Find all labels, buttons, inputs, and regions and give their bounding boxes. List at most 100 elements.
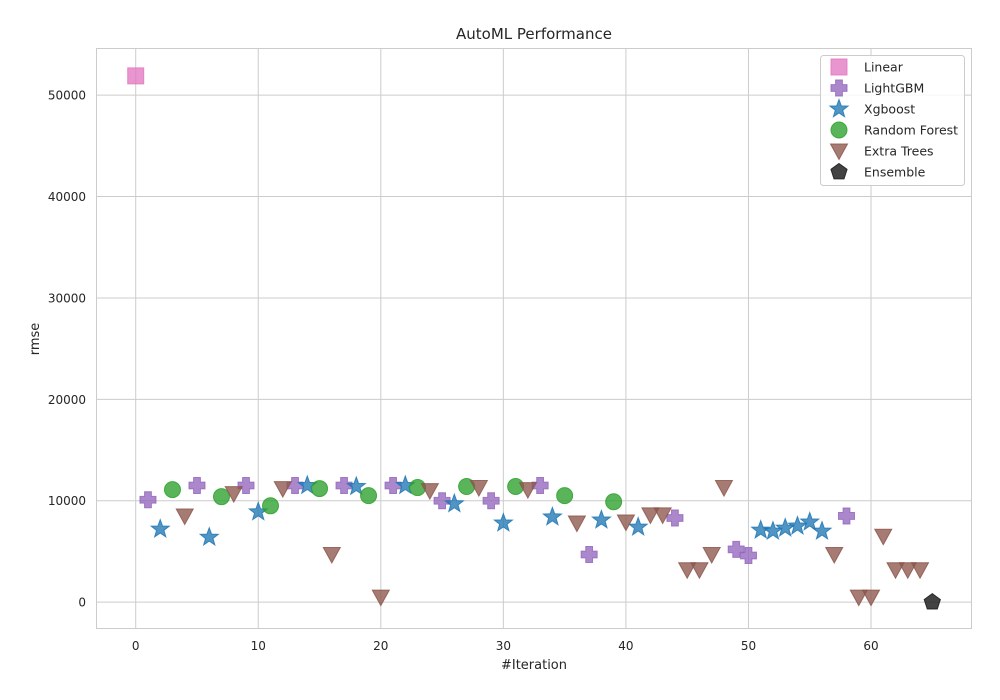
- data-point: [627, 516, 649, 536]
- data-point: [556, 487, 574, 505]
- x-tick-label: 50: [741, 639, 756, 653]
- data-point: [469, 480, 489, 498]
- legend-marker: [830, 162, 848, 180]
- legend-label: Linear: [864, 60, 904, 75]
- data-point: [605, 493, 623, 511]
- data-point: [811, 520, 833, 541]
- y-tick-label: 10000: [48, 494, 86, 508]
- data-point: [923, 593, 941, 610]
- data-point: [237, 477, 255, 495]
- data-point: [273, 481, 293, 499]
- legend-label: Extra Trees: [864, 144, 934, 159]
- x-tick-label: 40: [618, 639, 633, 653]
- x-tick-label: 20: [373, 639, 388, 653]
- data-point: [127, 67, 145, 85]
- data-point: [371, 589, 391, 607]
- data-point: [838, 507, 855, 525]
- data-point: [262, 497, 280, 515]
- data-point: [787, 515, 808, 535]
- chart-title: AutoML Performance: [456, 25, 612, 43]
- data-point: [750, 519, 772, 540]
- series-xgboost: [149, 474, 833, 547]
- data-point: [433, 492, 451, 510]
- legend-marker: [828, 98, 850, 118]
- data-point: [910, 562, 930, 580]
- data-point: [616, 514, 636, 532]
- y-tick-label: 0: [78, 596, 86, 610]
- data-point: [482, 492, 500, 510]
- legend: Linear LightGBM Xgboost Random Forest Extra …: [820, 55, 965, 186]
- legend-marker: [830, 58, 848, 76]
- data-point: [799, 511, 821, 531]
- data-points: [127, 67, 941, 610]
- data-point: [677, 562, 697, 580]
- grid-lines: [96, 48, 972, 629]
- data-point: [590, 509, 612, 529]
- data-point: [886, 562, 905, 580]
- data-point: [824, 546, 844, 565]
- legend-box: [820, 55, 965, 186]
- data-point: [873, 528, 893, 546]
- data-point: [690, 562, 709, 580]
- data-point: [714, 480, 734, 498]
- legend-item: Extra Trees: [829, 143, 934, 161]
- legend-item: Xgboost: [828, 98, 915, 118]
- data-point: [149, 518, 171, 539]
- data-point: [198, 526, 220, 547]
- data-point: [567, 515, 587, 533]
- data-point: [224, 486, 244, 504]
- data-point: [702, 546, 722, 565]
- data-point: [727, 540, 745, 558]
- data-point: [541, 505, 563, 526]
- data-point: [443, 492, 465, 513]
- y-axis-label: rmse: [28, 323, 43, 356]
- data-point: [163, 481, 181, 499]
- data-point: [311, 480, 329, 498]
- data-point: [861, 589, 881, 607]
- data-point: [420, 483, 440, 501]
- data-point: [653, 507, 673, 525]
- y-tick-label: 40000: [48, 190, 86, 204]
- series-extra-trees: [175, 480, 930, 607]
- x-tick-labels: 0 10 20 30 40 50 60: [132, 639, 879, 653]
- data-point: [492, 512, 514, 532]
- x-tick-label: 10: [251, 639, 266, 653]
- legend-marker: [829, 143, 849, 161]
- plot-frame: [96, 48, 972, 629]
- series-ensemble: [923, 593, 941, 610]
- x-tick-label: 0: [132, 639, 140, 653]
- x-axis-label: #Iteration: [501, 658, 567, 673]
- y-tick-label: 20000: [48, 393, 86, 407]
- data-point: [849, 589, 869, 607]
- data-point: [739, 546, 757, 564]
- legend-marker: [830, 121, 848, 139]
- legend-item: Random Forest: [830, 121, 958, 139]
- x-tick-label: 60: [863, 639, 878, 653]
- series-lightgbm: [139, 477, 855, 564]
- legend-item: Linear: [830, 58, 904, 76]
- y-tick-label: 50000: [48, 89, 86, 103]
- data-point: [345, 475, 367, 496]
- legend-item: Ensemble: [830, 162, 926, 180]
- legend-label: LightGBM: [864, 81, 924, 96]
- legend-label: Random Forest: [864, 123, 958, 138]
- data-point: [139, 491, 157, 509]
- legend-item: LightGBM: [830, 79, 924, 97]
- y-tick-labels: 0 10000 20000 30000 40000 50000: [48, 89, 86, 610]
- data-point: [322, 546, 342, 565]
- legend-marker: [830, 79, 848, 97]
- y-tick-label: 30000: [48, 291, 86, 305]
- data-point: [335, 477, 353, 495]
- data-point: [898, 562, 918, 580]
- legend-label: Ensemble: [864, 165, 926, 180]
- data-point: [175, 508, 195, 526]
- data-point: [360, 487, 378, 505]
- data-point: [213, 488, 230, 506]
- series-linear: [127, 67, 145, 85]
- data-point: [188, 477, 206, 495]
- data-point: [518, 482, 538, 500]
- data-point: [641, 507, 660, 525]
- legend-label: Xgboost: [864, 102, 915, 117]
- data-point: [580, 545, 598, 563]
